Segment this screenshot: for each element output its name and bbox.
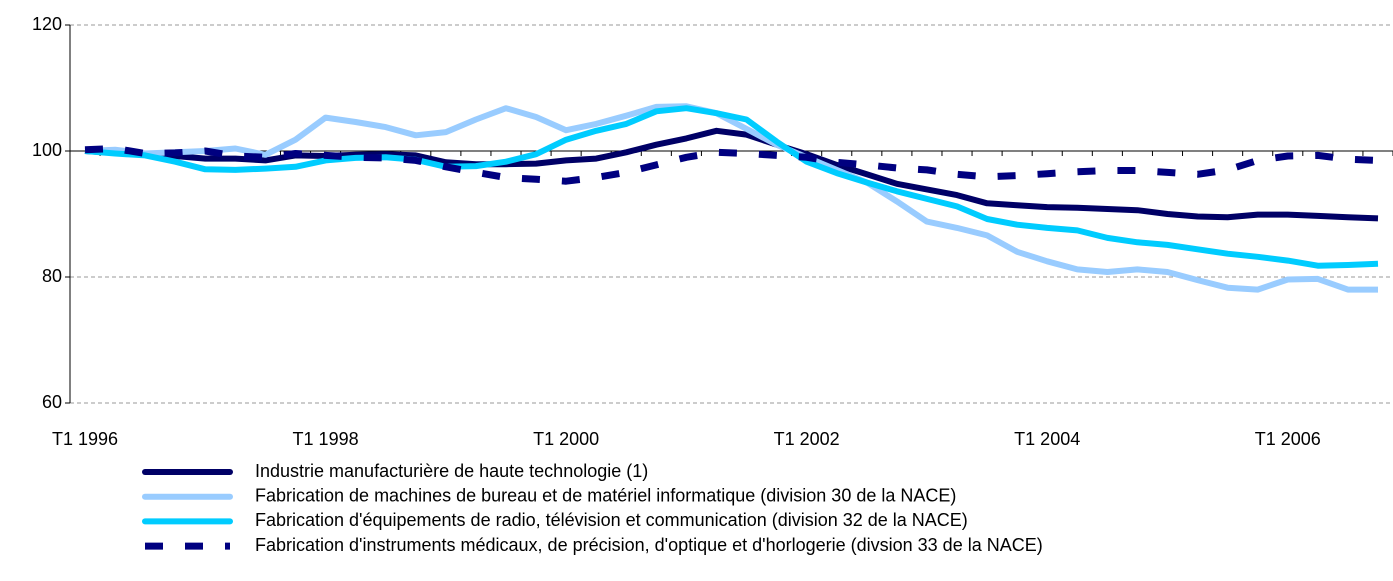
series-line	[84, 145, 1379, 185]
x-tick-label: T1 1996	[52, 429, 118, 449]
x-tick-label: T1 2006	[1255, 429, 1321, 449]
x-tick-label: T1 1998	[293, 429, 359, 449]
x-tick-label: T1 2004	[1014, 429, 1080, 449]
y-tick-label: 100	[32, 140, 62, 160]
y-tick-label: 80	[42, 266, 62, 286]
legend-label: Industrie manufacturière de haute techno…	[255, 461, 648, 481]
legend-label: Fabrication d'instruments médicaux, de p…	[255, 535, 1043, 555]
series-line	[84, 103, 1378, 293]
x-tick-label: T1 2000	[533, 429, 599, 449]
y-tick-label: 60	[42, 392, 62, 412]
legend-label: Fabrication d'équipements de radio, télé…	[255, 510, 968, 530]
y-tick-label: 120	[32, 14, 62, 34]
series-line	[84, 127, 1379, 222]
x-tick-label: T1 2002	[774, 429, 840, 449]
series-line	[84, 105, 1379, 269]
legend-label: Fabrication de machines de bureau et de …	[255, 485, 956, 505]
